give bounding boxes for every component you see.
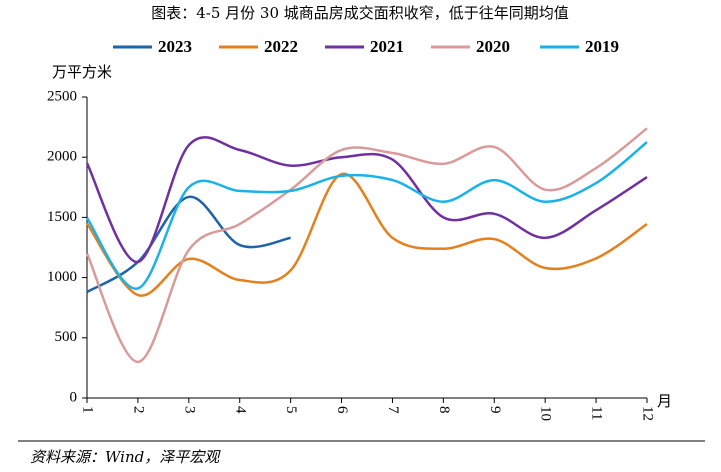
legend-label: 2023 [158,37,192,56]
x-tick-label: 7 [385,406,401,414]
y-tick-label: 500 [55,329,78,345]
y-axis-label: 万平方米 [52,63,112,81]
x-tick-label: 11 [589,406,605,420]
series-line [85,172,648,297]
x-tick-label: 1 [80,406,96,414]
legend-label: 2019 [585,37,619,56]
x-tick-label: 10 [538,406,554,421]
x-tick-label: 4 [232,406,248,414]
x-tick-label: 12 [640,406,656,421]
x-tick-label: 2 [130,406,146,414]
x-tick-label: 9 [487,406,503,414]
y-tick-label: 2500 [47,88,77,104]
x-tick-label: 8 [436,406,452,414]
legend-label: 2021 [370,37,404,56]
series-line [85,141,648,290]
legend-label: 2020 [476,37,510,56]
y-tick-label: 1500 [47,209,77,225]
x-tick-label: 6 [334,406,350,414]
x-tick-label: 3 [181,406,197,414]
chart-title: 图表：4-5 月份 30 城商品房成交面积收窄，低于往年同期均值 [151,4,569,22]
y-tick-label: 0 [70,389,78,405]
y-tick-label: 2000 [47,149,77,165]
y-tick-label: 1000 [47,269,77,285]
series-line [85,127,648,364]
series-line [86,195,291,294]
series-line [85,136,648,264]
legend-label: 2022 [264,37,298,56]
x-axis-label: 月 [657,392,672,410]
source: 资料来源：Wind，泽平宏观 [30,448,221,466]
x-tick-label: 5 [283,406,299,414]
